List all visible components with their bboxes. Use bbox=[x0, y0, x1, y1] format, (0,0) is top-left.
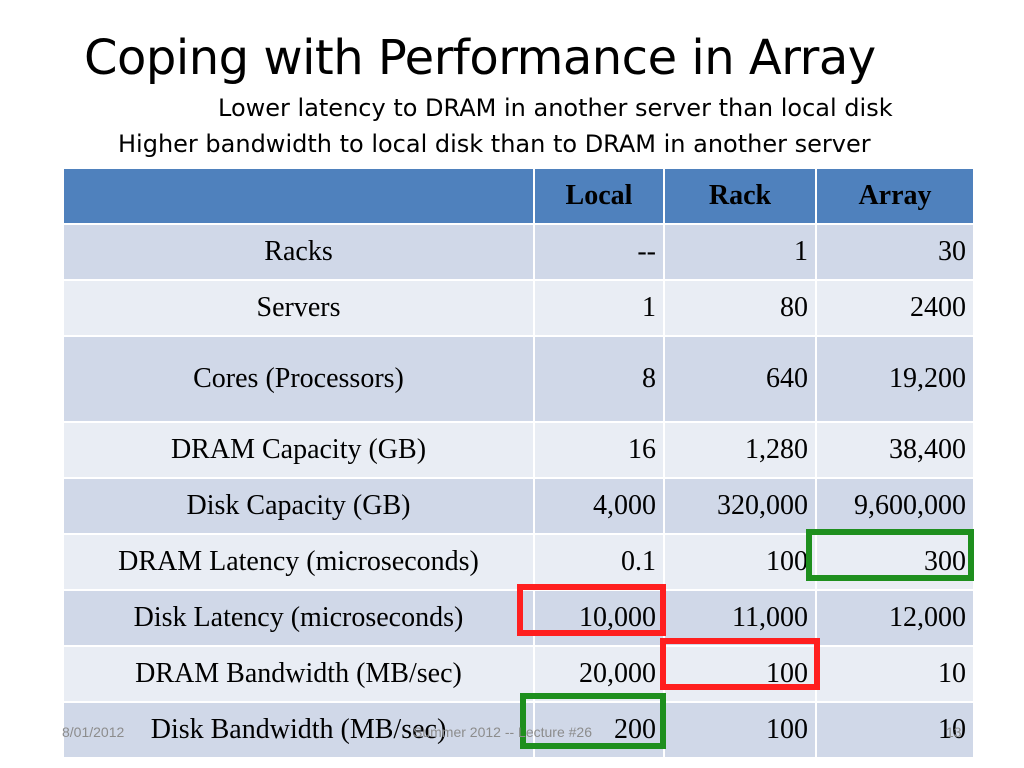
cell-local: -- bbox=[533, 223, 665, 281]
highlight-box-disk-bandwidth-local bbox=[520, 693, 666, 749]
row-label: Disk Bandwidth (MB/sec) bbox=[62, 701, 535, 759]
table-header-row: Local Rack Array bbox=[62, 167, 975, 225]
footer-slide-number: 13 bbox=[946, 724, 962, 740]
cell-rack: 640 bbox=[663, 335, 817, 423]
cell-local: 0.1 bbox=[533, 533, 665, 591]
cell-array: 12,000 bbox=[815, 589, 975, 647]
subtitle-line-2: Higher bandwidth to local disk than to D… bbox=[118, 130, 871, 158]
row-label: Disk Latency (microseconds) bbox=[62, 589, 535, 647]
cell-rack: 100 bbox=[663, 645, 817, 703]
footer-lecture: Summer 2012 -- Lecture #26 bbox=[413, 724, 592, 740]
cell-rack: 1 bbox=[663, 223, 817, 281]
cell-local: 16 bbox=[533, 421, 665, 479]
cell-local: 1 bbox=[533, 279, 665, 337]
table-row: Disk Bandwidth (MB/sec) 200 100 10 bbox=[62, 701, 975, 759]
row-label: Cores (Processors) bbox=[62, 335, 535, 423]
cell-local: 4,000 bbox=[533, 477, 665, 535]
table-row: Disk Latency (microseconds) 10,000 11,00… bbox=[62, 589, 975, 647]
header-array: Array bbox=[815, 167, 975, 225]
comparison-table: Local Rack Array Racks -- 1 30 Servers 1… bbox=[62, 167, 975, 759]
cell-rack: 80 bbox=[663, 279, 817, 337]
highlight-box-dram-bandwidth-rack bbox=[660, 638, 820, 690]
subtitle-line-1: Lower latency to DRAM in another server … bbox=[218, 94, 893, 122]
row-label: Servers bbox=[62, 279, 535, 337]
cell-rack: 100 bbox=[663, 533, 817, 591]
cell-rack: 11,000 bbox=[663, 589, 817, 647]
footer-date: 8/01/2012 bbox=[62, 724, 125, 740]
header-rack: Rack bbox=[663, 167, 817, 225]
cell-local: 200 bbox=[533, 701, 665, 759]
table-row: Cores (Processors) 8 640 19,200 bbox=[62, 335, 975, 423]
table-row: Disk Capacity (GB) 4,000 320,000 9,600,0… bbox=[62, 477, 975, 535]
table-row: Racks -- 1 30 bbox=[62, 223, 975, 281]
cell-rack: 100 bbox=[663, 701, 817, 759]
cell-rack: 1,280 bbox=[663, 421, 817, 479]
table-row: DRAM Bandwidth (MB/sec) 20,000 100 10 bbox=[62, 645, 975, 703]
row-label: DRAM Bandwidth (MB/sec) bbox=[62, 645, 535, 703]
cell-local: 8 bbox=[533, 335, 665, 423]
cell-array: 300 bbox=[815, 533, 975, 591]
header-local: Local bbox=[533, 167, 665, 225]
cell-array: 38,400 bbox=[815, 421, 975, 479]
row-label: Disk Capacity (GB) bbox=[62, 477, 535, 535]
cell-array: 19,200 bbox=[815, 335, 975, 423]
cell-array: 2400 bbox=[815, 279, 975, 337]
cell-array: 10 bbox=[815, 701, 975, 759]
table-row: DRAM Capacity (GB) 16 1,280 38,400 bbox=[62, 421, 975, 479]
row-label: DRAM Capacity (GB) bbox=[62, 421, 535, 479]
cell-rack: 320,000 bbox=[663, 477, 817, 535]
highlight-box-disk-latency-local bbox=[517, 584, 666, 636]
header-empty bbox=[62, 167, 535, 225]
table-row: Servers 1 80 2400 bbox=[62, 279, 975, 337]
row-label: DRAM Latency (microseconds) bbox=[62, 533, 535, 591]
cell-local: 10,000 bbox=[533, 589, 665, 647]
row-label: Racks bbox=[62, 223, 535, 281]
highlight-box-dram-latency-array bbox=[806, 529, 974, 581]
cell-array: 10 bbox=[815, 645, 975, 703]
cell-array: 30 bbox=[815, 223, 975, 281]
cell-array: 9,600,000 bbox=[815, 477, 975, 535]
slide-title: Coping with Performance in Array bbox=[84, 30, 876, 86]
table-row: DRAM Latency (microseconds) 0.1 100 300 bbox=[62, 533, 975, 591]
